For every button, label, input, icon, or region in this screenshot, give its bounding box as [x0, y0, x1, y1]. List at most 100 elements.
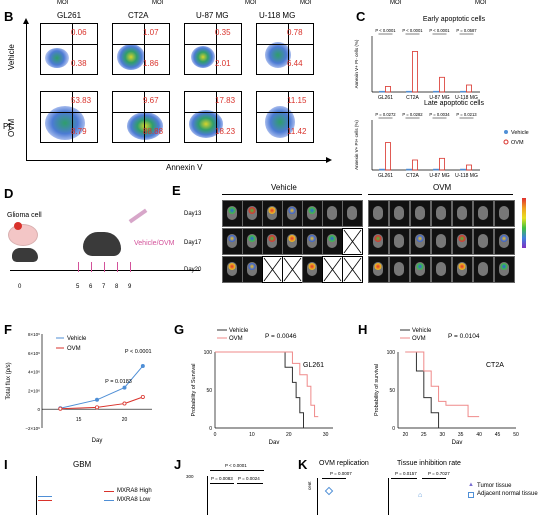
mouse-image: [473, 228, 494, 255]
timeline-day: 6: [89, 284, 93, 290]
mouse-image: [452, 200, 473, 227]
category-label: U-118 MG: [455, 95, 478, 101]
flow-plot: 1.07 1.86: [112, 23, 170, 75]
survival-curve: [215, 351, 304, 428]
quadrant-lower-right: 6.44: [287, 59, 303, 68]
quadrant-lower-right: 18.23: [215, 127, 236, 136]
mouse-icon: [12, 248, 38, 262]
timeline-day-0: 0: [18, 284, 22, 290]
panel-letter-b: B: [4, 9, 14, 24]
quadrant-lower-right: 1.86: [143, 59, 159, 68]
x-tick-label: 35: [458, 432, 464, 438]
group-bracket-vehicle: [222, 194, 362, 195]
data-point: [140, 394, 145, 399]
x-tick-label: 25: [421, 432, 427, 438]
deceased-placeholder: [322, 256, 343, 283]
timeline-day: 8: [115, 284, 119, 290]
chart-title-gbm: GBM: [73, 460, 92, 469]
bar: [406, 168, 412, 171]
timeline-day: 7: [102, 284, 106, 290]
flow-plot: 0.35 2.01: [184, 23, 242, 75]
y-tick-label: 100: [204, 350, 213, 356]
y-axis: [388, 478, 389, 515]
moi-label: MOI: [245, 0, 257, 6]
p-value: P < 0.0001: [429, 28, 450, 33]
x-tick-label: 15: [76, 417, 82, 423]
y-axis-arrowhead: [23, 18, 29, 24]
y-axis-label-pi: PI: [3, 122, 11, 131]
y-tick-label: 2×10⁶: [28, 388, 40, 393]
flow-plot: 53.83 8.79: [40, 91, 98, 143]
group-bracket-ovm: [368, 194, 513, 195]
legend-line-high: [104, 491, 114, 492]
y-tick-label: 4×10⁶: [28, 370, 40, 375]
mouse-image: [410, 256, 431, 283]
x-tick-label: 0: [214, 432, 217, 438]
glioma-cell-label: Glioma cell: [7, 212, 42, 219]
y-axis-label: Probability of survival: [374, 364, 380, 416]
row-label-vehicle: Vehicle: [7, 44, 16, 70]
panel-letter-j: J: [174, 457, 182, 472]
bar: [466, 164, 472, 171]
timeline-day: 5: [76, 284, 80, 290]
significance-bracket: [210, 483, 234, 484]
mouse-image: [452, 256, 473, 283]
data-point: [140, 363, 145, 368]
bar: [460, 168, 466, 171]
day-label: Day17: [184, 240, 202, 246]
y-axis-label: Annexin V+ PI+ cells (%): [354, 120, 359, 170]
p-value: P = 0.0083: [211, 476, 233, 481]
chart-title: GL261: [303, 362, 324, 369]
chart-title: CT2A: [486, 362, 504, 369]
group-label-ovm: OVM: [433, 183, 452, 192]
mouse-image: [368, 228, 389, 255]
x-tick-label: 45: [495, 432, 501, 438]
x-tick-label: 20: [286, 432, 292, 438]
mouse-image: [452, 228, 473, 255]
x-tick-label: 20: [122, 417, 128, 423]
y-axis: [317, 478, 318, 515]
bar: [385, 142, 391, 171]
mouse-image: [410, 228, 431, 255]
legend-label-ovm: OVM: [511, 140, 524, 146]
y-axis-label-fragment: cent: [307, 481, 312, 490]
bar: [433, 168, 439, 171]
p-value: P < 0.0001: [125, 349, 152, 355]
color-scale-bar: [522, 198, 526, 248]
mouse-image: [322, 228, 343, 255]
data-point: [58, 406, 63, 411]
cross-icon: [343, 257, 362, 282]
apoptosis-charts: Early apoptotic cells Late apoptotic cel…: [354, 16, 529, 179]
panel-letter-k: K: [298, 457, 308, 472]
legend-label-normal: Adjacent normal tissue: [477, 491, 538, 497]
day-label: Day13: [184, 211, 202, 217]
injection-mark: [91, 262, 92, 272]
category-label: GL261: [378, 95, 393, 101]
mouse-image: [282, 228, 303, 255]
mouse-icon: [83, 232, 121, 256]
p-value: P = 0.0046: [265, 333, 297, 340]
bar: [460, 90, 466, 93]
moi-label: MOI: [300, 0, 312, 6]
legend-label: OVM: [412, 336, 426, 342]
flow-plot: 9.67 88.88: [112, 91, 170, 143]
category-label: CT2A: [406, 95, 419, 101]
x-tick-label: 30: [323, 432, 329, 438]
mouse-image: [242, 200, 263, 227]
quadrant-lower-right: 8.79: [71, 127, 87, 136]
mouse-image: [494, 200, 515, 227]
quadrant-lower-right: 0.38: [71, 59, 87, 68]
legend-marker-ovm: [503, 139, 509, 145]
significance-bracket: [391, 478, 417, 479]
survival-curve: [405, 351, 440, 428]
bar: [412, 51, 418, 93]
mouse-image: [389, 256, 410, 283]
cross-icon: [263, 257, 282, 282]
p-value: P < 0.0001: [225, 463, 247, 468]
mouse-image: [302, 256, 323, 283]
p-value: P = 0.0104: [448, 333, 480, 340]
chart-title: Late apoptotic cells: [424, 100, 484, 107]
survival-chart-ct2a: 0 50 100 20 25 30 35 40 45 50 Day Probability of su…: [374, 328, 519, 444]
brain-illustration: [8, 224, 38, 246]
column-label: GL261: [57, 11, 82, 20]
